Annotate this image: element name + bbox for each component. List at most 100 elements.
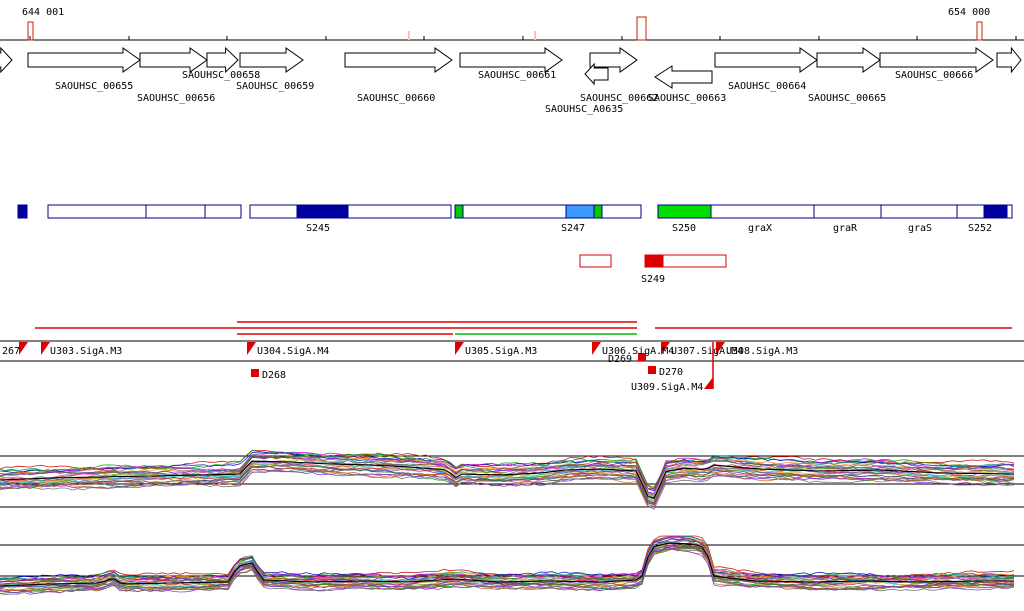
segment-box[interactable] bbox=[204, 204, 242, 219]
feature-label: U304.SigA.M4 bbox=[257, 346, 329, 357]
gene-track: SAOUHSC_00655SAOUHSC_00656SAOUHSC_00658S… bbox=[0, 46, 1022, 115]
feature-label: U306.SigA.M4 bbox=[602, 346, 674, 357]
feature-flag-icon[interactable] bbox=[661, 342, 670, 355]
segment-box[interactable] bbox=[249, 204, 452, 219]
feature-square-marker[interactable] bbox=[638, 353, 646, 361]
gene-arrow-SAOUHSC_00660[interactable] bbox=[344, 47, 453, 73]
primer-feature-track: 267 U303.SigA.M3 U304.SigA.M4 U305.SigA.M3 U… bbox=[0, 340, 1024, 393]
gene-arrow-SAOUHSC_00655[interactable] bbox=[27, 47, 141, 73]
segment-filled-block[interactable] bbox=[983, 204, 1008, 219]
signal-trace bbox=[0, 451, 1015, 489]
feature-label: U307.SigA.M4 bbox=[671, 346, 743, 357]
signal-trace bbox=[0, 546, 1015, 592]
gene-arrow-SAOUHSC_00665[interactable] bbox=[816, 47, 881, 73]
feature-flag-icon[interactable] bbox=[41, 342, 50, 355]
feature-label: 267 bbox=[2, 346, 20, 357]
gene-label: SAOUHSC_A0635 bbox=[545, 104, 623, 115]
gene-arrow-SAOUHSC_00662[interactable] bbox=[589, 47, 638, 73]
gene-label: SAOUHSC_00661 bbox=[478, 70, 556, 81]
segment-box[interactable] bbox=[47, 204, 147, 219]
feature-flag-icon[interactable] bbox=[455, 342, 464, 355]
ruler-marker[interactable] bbox=[636, 16, 647, 41]
gene-arrow-SAOUHSC_A0635[interactable] bbox=[584, 62, 609, 86]
segment-box[interactable] bbox=[880, 204, 958, 219]
segment-box[interactable] bbox=[956, 204, 1013, 219]
segment-box[interactable] bbox=[145, 204, 206, 219]
gene-label: SAOUHSC_00665 bbox=[808, 93, 886, 104]
signal-trace bbox=[0, 450, 1015, 488]
segment-filled-block[interactable] bbox=[454, 204, 464, 219]
segment-label: graR bbox=[833, 223, 858, 234]
segment-label: S252 bbox=[968, 223, 992, 234]
segment-filled-block[interactable] bbox=[17, 204, 28, 219]
gene-label: SAOUHSC_00658 bbox=[182, 70, 260, 81]
gene-arrow-SAOUHSC_00661[interactable] bbox=[459, 47, 563, 73]
amplicon-box[interactable] bbox=[644, 254, 727, 268]
signal-trace bbox=[0, 536, 1015, 583]
segment-filled-block[interactable] bbox=[593, 204, 603, 219]
signal-trace bbox=[0, 469, 1015, 510]
feature-flag-icon[interactable] bbox=[247, 342, 256, 355]
coverage-line-track bbox=[35, 321, 1012, 335]
amplicon-label: S249 bbox=[641, 274, 665, 285]
gene-arrow-SAOUHSC_00666[interactable] bbox=[879, 47, 994, 73]
gene-label: SAOUHSC_00660 bbox=[357, 93, 435, 104]
feature-upflag-icon[interactable] bbox=[704, 377, 713, 389]
feature-flag-icon[interactable] bbox=[19, 342, 28, 355]
gene-label: SAOUHSC_00666 bbox=[895, 70, 973, 81]
feature-label: U308.SigA.M3 bbox=[726, 346, 798, 357]
segment-track: S245 S247 S250 graX graR graS S252 bbox=[17, 204, 1013, 234]
feature-label: U303.SigA.M3 bbox=[50, 346, 122, 357]
segment-label: S247 bbox=[561, 223, 585, 234]
gene-arrow-SAOUHSC_00664[interactable] bbox=[714, 47, 818, 73]
amplicon-track: S249 bbox=[579, 254, 727, 285]
segment-label: S245 bbox=[306, 223, 330, 234]
signal-trace bbox=[0, 548, 1015, 596]
feature-flag-icon[interactable] bbox=[592, 342, 601, 355]
ruler-start-coordinate: 644 001 bbox=[22, 7, 65, 18]
feature-label: D269 bbox=[608, 354, 632, 365]
segment-filled-block[interactable] bbox=[296, 204, 349, 219]
feature-square-marker[interactable] bbox=[251, 369, 259, 377]
gene-arrow-partial[interactable] bbox=[0, 46, 13, 74]
gene-arrow-partial[interactable] bbox=[996, 46, 1022, 74]
signal-trace bbox=[0, 465, 1015, 503]
gene-arrow-SAOUHSC_00658[interactable] bbox=[206, 46, 239, 74]
signal-trace bbox=[0, 469, 1015, 507]
amplicon-box[interactable] bbox=[579, 254, 612, 268]
amplicon-filled[interactable] bbox=[644, 254, 664, 268]
gene-label: SAOUHSC_00664 bbox=[728, 81, 806, 92]
ruler-marker[interactable] bbox=[976, 21, 983, 41]
ruler-marker[interactable] bbox=[534, 31, 536, 40]
gene-label: SAOUHSC_00662 bbox=[580, 93, 658, 104]
signal-trace bbox=[0, 460, 1015, 498]
gene-arrow-SAOUHSC_00659[interactable] bbox=[239, 47, 304, 73]
gene-arrow-SAOUHSC_00663[interactable] bbox=[654, 65, 713, 89]
signal-trace bbox=[0, 456, 1015, 495]
signal-plot-upper bbox=[0, 449, 1024, 510]
gene-label: SAOUHSC_00663 bbox=[648, 93, 726, 104]
feature-label: U305.SigA.M3 bbox=[465, 346, 537, 357]
segment-box[interactable] bbox=[813, 204, 882, 219]
feature-flag-icon[interactable] bbox=[716, 342, 725, 355]
gene-label: SAOUHSC_00659 bbox=[236, 81, 314, 92]
segment-filled-block[interactable] bbox=[657, 204, 712, 219]
gene-arrow-SAOUHSC_00656[interactable] bbox=[139, 47, 208, 73]
ruler-end-coordinate: 654 000 bbox=[948, 7, 991, 18]
ruler-marker[interactable] bbox=[408, 31, 410, 40]
segment-filled-block[interactable] bbox=[565, 204, 595, 219]
signal-trace bbox=[0, 545, 1015, 589]
signal-plot-lower bbox=[0, 535, 1024, 596]
segment-box[interactable] bbox=[454, 204, 642, 219]
signal-trace bbox=[0, 538, 1015, 581]
feature-label: U309.SigA.M4 bbox=[631, 382, 703, 393]
gene-label: SAOUHSC_00655 bbox=[55, 81, 133, 92]
ruler-track bbox=[0, 16, 1024, 41]
feature-square-marker[interactable] bbox=[648, 366, 656, 374]
segment-label: graS bbox=[908, 223, 932, 234]
ruler-marker[interactable] bbox=[27, 21, 34, 41]
signal-trace bbox=[0, 547, 1015, 595]
feature-label: D268 bbox=[262, 370, 286, 381]
